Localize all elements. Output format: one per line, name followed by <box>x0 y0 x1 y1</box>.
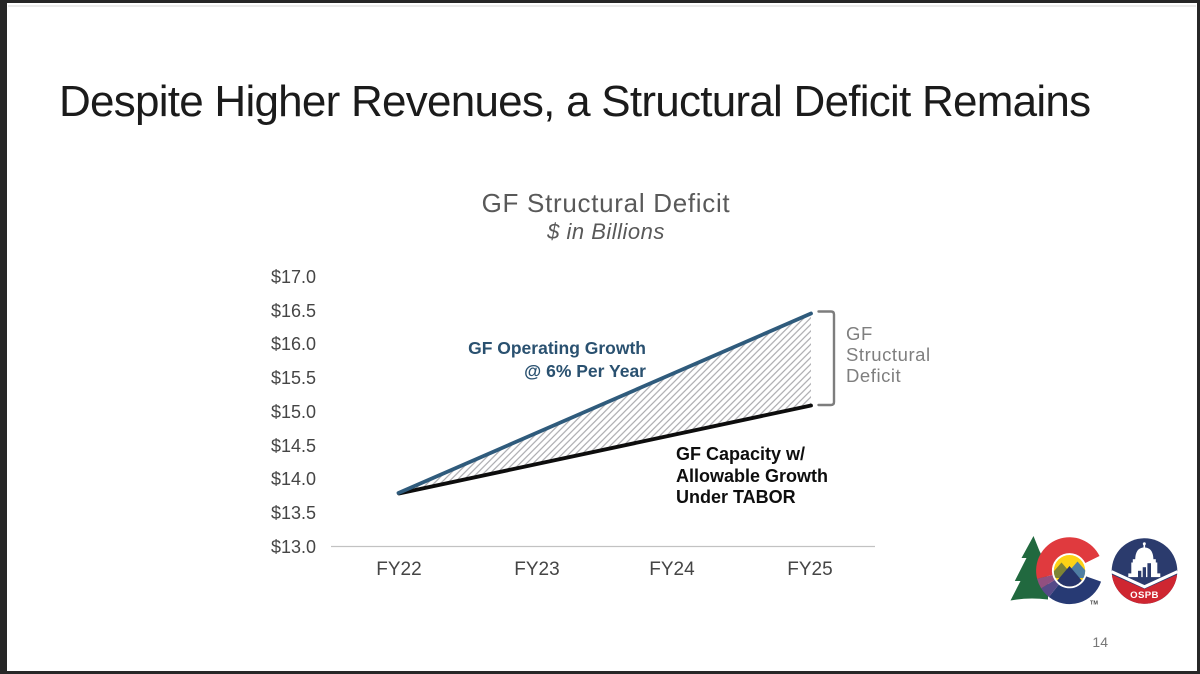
svg-text:TM: TM <box>1090 601 1098 607</box>
svg-text:OSPB: OSPB <box>1130 590 1159 601</box>
